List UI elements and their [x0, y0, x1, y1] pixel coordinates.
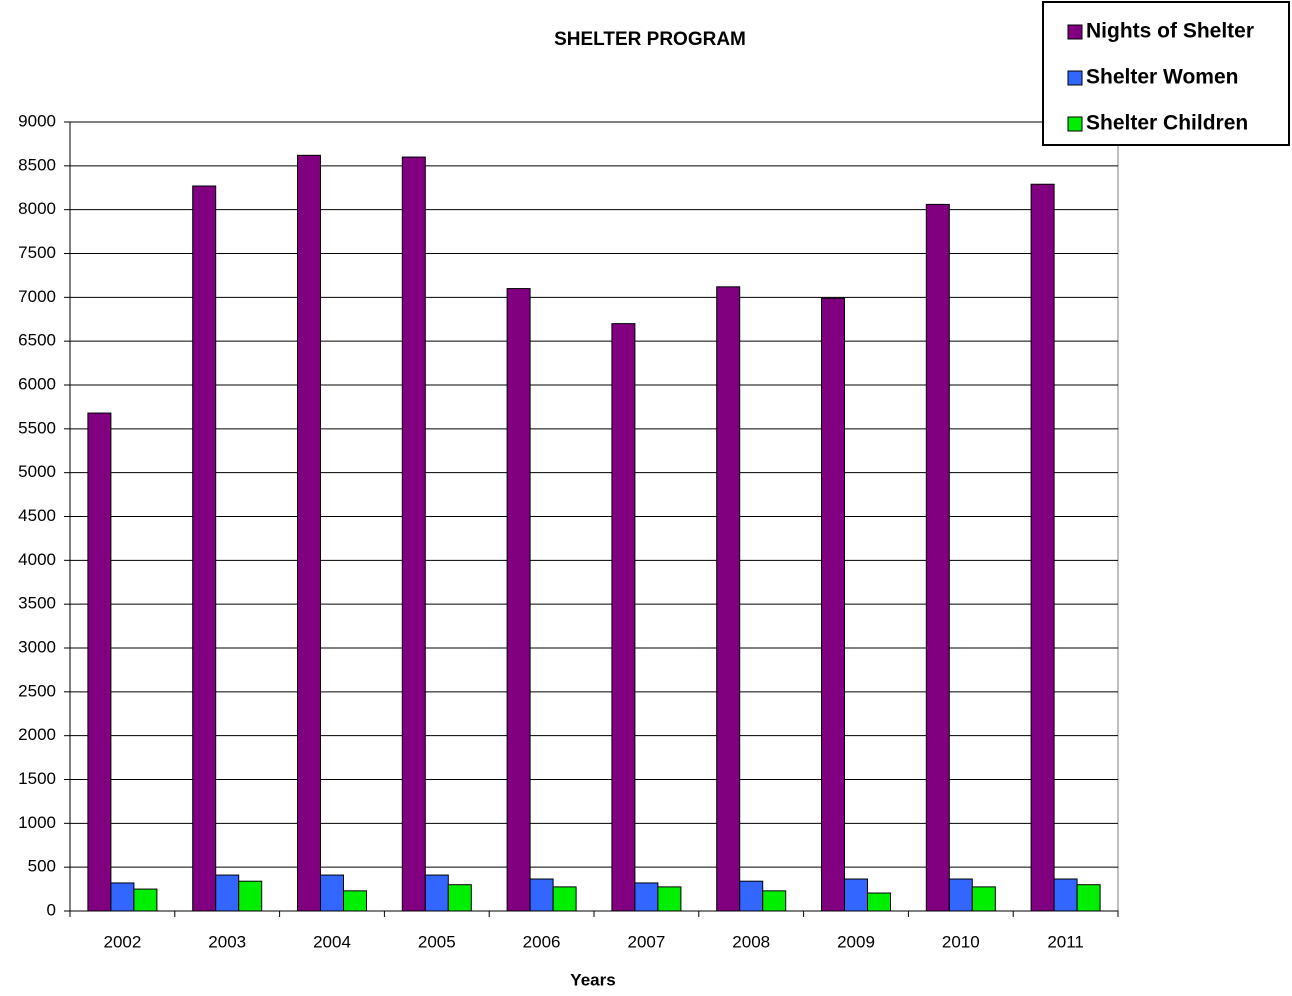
y-tick-label: 2500	[18, 681, 56, 700]
y-tick-label: 2000	[18, 725, 56, 744]
legend-box	[1042, 1, 1290, 146]
legend-swatch	[1067, 116, 1083, 132]
bar	[192, 185, 217, 912]
bar	[506, 288, 531, 912]
x-tick-label: 2009	[837, 932, 875, 951]
y-tick-label: 3500	[18, 594, 56, 613]
legend-label: Shelter Children	[1086, 112, 1248, 135]
bar	[971, 886, 996, 912]
bar	[552, 886, 577, 912]
x-tick-label: 2011	[1047, 932, 1084, 951]
chart-title: SHELTER PROGRAM	[554, 29, 746, 50]
bar	[320, 874, 344, 912]
bar	[401, 156, 426, 912]
bar	[821, 297, 845, 912]
bar	[844, 878, 868, 912]
legend-swatch	[1067, 24, 1083, 40]
x-tick-label: 2005	[418, 932, 456, 951]
y-tick-label: 1500	[18, 769, 56, 788]
bar	[424, 874, 449, 912]
bar	[1076, 884, 1101, 912]
y-tick-label: 8500	[18, 155, 56, 174]
bar	[634, 882, 659, 912]
bar	[133, 888, 158, 912]
y-tick-label: 3000	[18, 637, 56, 656]
x-tick-label: 2004	[313, 932, 351, 951]
x-tick-label: 2003	[208, 932, 246, 951]
bar	[238, 880, 263, 912]
y-tick-label: 7500	[18, 243, 56, 262]
y-tick-label: 6000	[18, 374, 56, 393]
x-tick-label: 2008	[732, 932, 770, 951]
y-tick-label: 6500	[18, 331, 56, 350]
bar	[529, 878, 554, 912]
y-tick-label: 1000	[18, 813, 56, 832]
bar	[110, 882, 135, 912]
y-tick-label: 8000	[18, 199, 56, 218]
legend-label: Nights of Shelter	[1086, 20, 1254, 43]
bar	[297, 154, 321, 912]
y-tick-label: 9000	[18, 111, 56, 130]
bar	[343, 890, 367, 912]
bar	[447, 884, 472, 912]
y-tick-label: 4000	[18, 550, 56, 569]
bar	[948, 878, 973, 912]
y-tick-label: 500	[28, 857, 56, 876]
legend-label: Shelter Women	[1086, 66, 1238, 89]
bar	[716, 286, 741, 912]
bar	[762, 890, 787, 912]
y-tick-label: 4500	[18, 506, 56, 525]
bar	[611, 323, 636, 912]
bar	[1030, 183, 1055, 912]
y-tick-label: 5000	[18, 462, 56, 481]
y-tick-label: 0	[47, 900, 56, 919]
bar	[215, 874, 240, 912]
bar	[657, 886, 682, 912]
x-tick-label: 2006	[523, 932, 561, 951]
bar	[739, 880, 764, 912]
bar	[1053, 878, 1078, 912]
x-tick-label: 2007	[627, 932, 665, 951]
x-axis-label: Years	[570, 970, 615, 989]
x-tick-label: 2010	[942, 932, 980, 951]
y-tick-label: 7000	[18, 287, 56, 306]
bar	[925, 203, 950, 912]
y-tick-label: 5500	[18, 418, 56, 437]
bar	[867, 892, 891, 912]
legend-swatch	[1067, 70, 1083, 86]
x-tick-label: 2002	[103, 932, 141, 951]
bar	[87, 412, 112, 912]
